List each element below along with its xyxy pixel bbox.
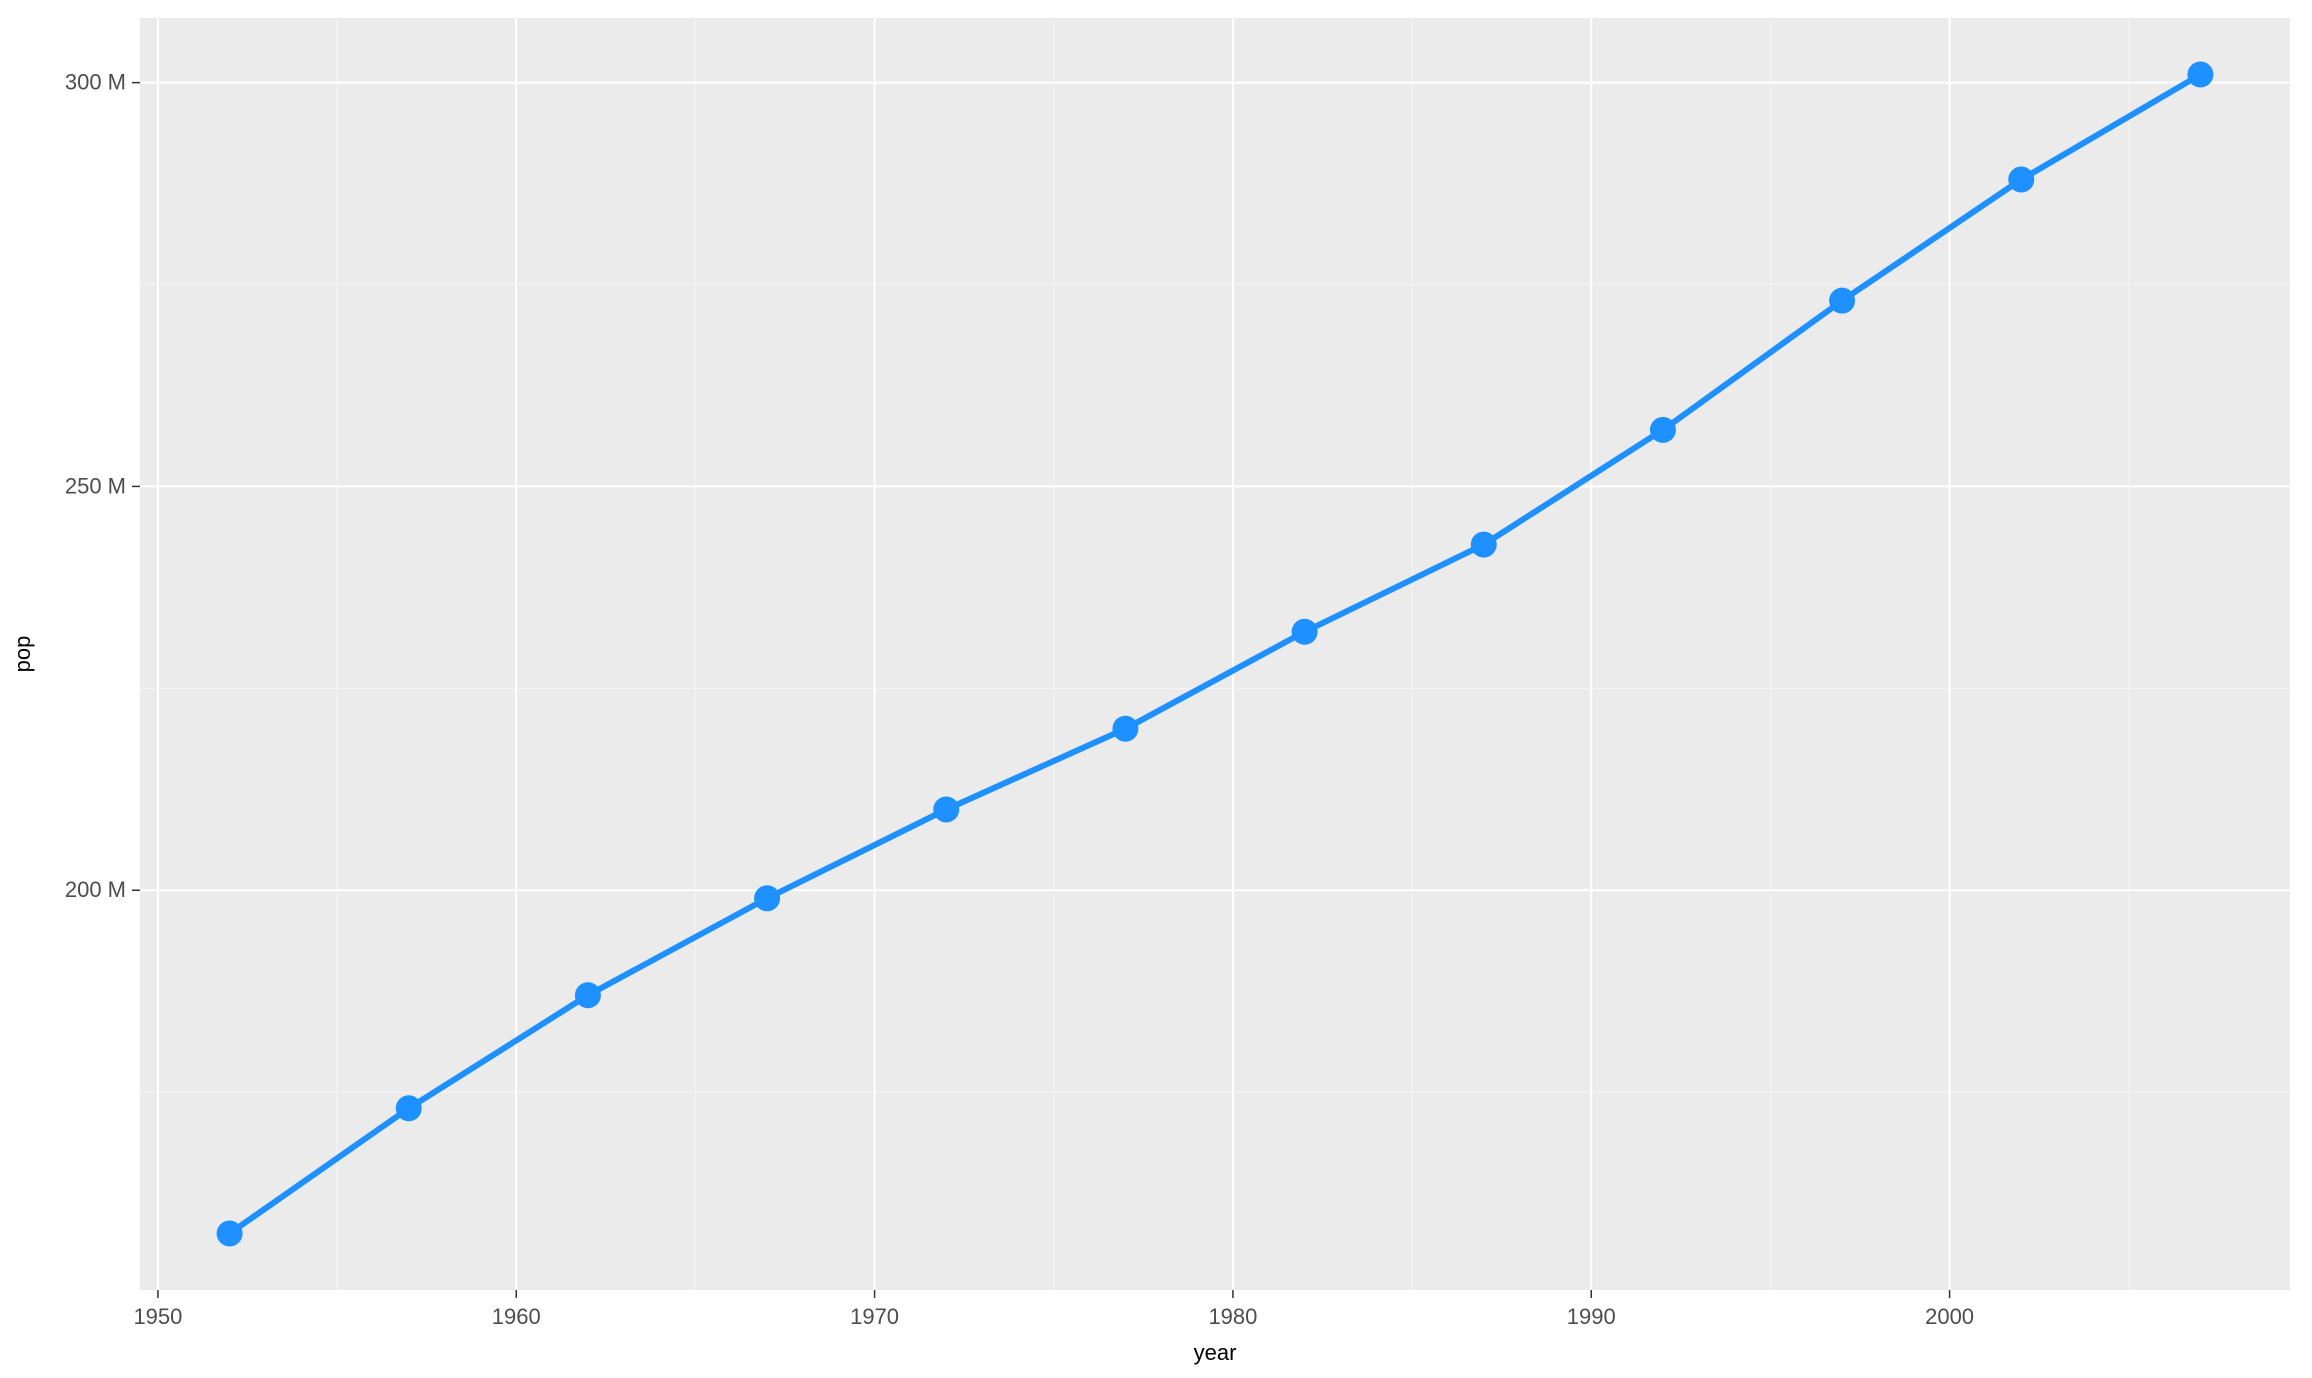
- data-point: [1650, 417, 1676, 443]
- x-tick-label: 2000: [1925, 1304, 1974, 1329]
- data-point: [2187, 62, 2213, 88]
- chart-svg: 1950 1960 1970 1980 1990 2000 200 M 250 M 300 M y…: [0, 0, 2312, 1378]
- data-point: [1112, 716, 1138, 742]
- data-point: [2008, 167, 2034, 193]
- data-point: [396, 1095, 422, 1121]
- y-tick-label: 200 M: [65, 877, 126, 902]
- data-point: [933, 796, 959, 822]
- data-point: [1292, 619, 1318, 645]
- x-tick-label: 1970: [850, 1304, 899, 1329]
- plot-panel: [140, 18, 2290, 1290]
- data-point: [1471, 532, 1497, 558]
- y-tick-label: 250 M: [65, 473, 126, 498]
- data-point: [575, 982, 601, 1008]
- data-point: [217, 1220, 243, 1246]
- x-tick-label: 1960: [492, 1304, 541, 1329]
- x-tick-label: 1950: [133, 1304, 182, 1329]
- x-tick-label: 1980: [1208, 1304, 1257, 1329]
- line-chart: 1950 1960 1970 1980 1990 2000 200 M 250 M 300 M y…: [0, 0, 2312, 1378]
- x-axis-label: year: [1194, 1340, 1237, 1365]
- data-point: [1829, 288, 1855, 314]
- x-tick-label: 1990: [1567, 1304, 1616, 1329]
- y-tick-label: 300 M: [65, 70, 126, 95]
- data-point: [754, 885, 780, 911]
- y-axis-label: pop: [10, 636, 35, 673]
